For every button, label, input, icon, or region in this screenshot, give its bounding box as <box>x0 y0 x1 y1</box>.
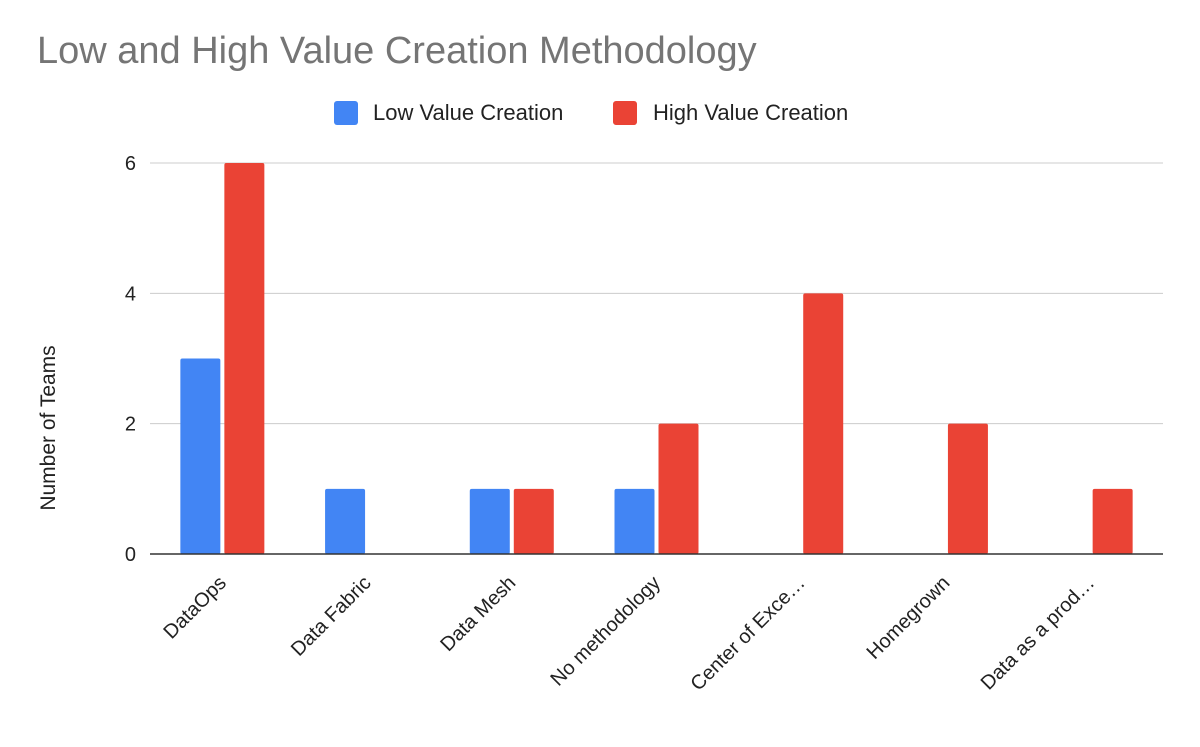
bar <box>803 293 844 554</box>
bar <box>614 488 655 554</box>
x-tick-label: Data as a prod… <box>977 572 1099 694</box>
y-tick-label: 0 <box>125 544 136 566</box>
legend-swatch <box>334 101 358 125</box>
legend-label: High Value Creation <box>653 100 848 125</box>
y-tick-label: 4 <box>125 283 136 305</box>
bar <box>947 423 988 554</box>
bar <box>469 488 510 554</box>
bar <box>1092 488 1133 554</box>
x-tick-label: DataOps <box>160 572 231 643</box>
bar <box>658 423 699 554</box>
y-axis-label: Number of Teams <box>37 345 60 510</box>
chart-title: Low and High Value Creation Methodology <box>37 30 757 72</box>
legend-swatch <box>613 101 637 125</box>
bar <box>325 488 366 554</box>
x-tick-label: Homegrown <box>863 572 955 664</box>
bar <box>224 163 265 554</box>
bar <box>180 358 221 554</box>
x-tick-label: Center of Exce… <box>687 572 810 695</box>
y-tick-label: 6 <box>125 153 136 175</box>
bar <box>513 488 554 554</box>
x-tick-label: Data Fabric <box>287 572 376 661</box>
y-tick-label: 2 <box>125 414 136 436</box>
legend-label: Low Value Creation <box>373 100 563 125</box>
x-tick-label: No methodology <box>546 572 665 691</box>
x-tick-label: Data Mesh <box>436 572 520 656</box>
